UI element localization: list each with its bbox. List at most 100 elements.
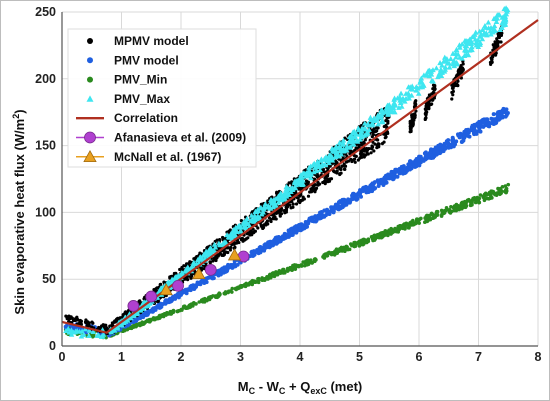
mpmv-point <box>299 193 303 197</box>
pmv-min-point <box>431 216 435 220</box>
mpmv-point <box>262 223 266 227</box>
pmv-min-point <box>470 200 474 204</box>
mpmv-point <box>424 116 428 120</box>
y-tick-label: 50 <box>42 272 56 286</box>
mpmv-point <box>287 181 291 185</box>
mpmv-point <box>278 214 282 218</box>
pmv-model-point <box>429 147 434 152</box>
mpmv-point <box>357 143 361 147</box>
mpmv-point <box>285 203 289 207</box>
pmv-model-point <box>217 268 222 273</box>
pmv-model-point <box>476 125 481 130</box>
mpmv-point <box>370 135 374 139</box>
mpmv-point <box>217 252 221 257</box>
pmv-model-point <box>340 200 345 205</box>
pmv-min-point <box>477 196 482 201</box>
pmv-model-point <box>443 146 448 151</box>
mpmv-point <box>335 169 339 173</box>
pmv-model-point <box>230 263 235 268</box>
x-tick-label: 2 <box>178 350 185 364</box>
pmv-model-point <box>483 117 488 122</box>
pmv-min-point <box>506 182 511 187</box>
pmv-model-point <box>465 133 470 138</box>
mpmv-point <box>218 238 222 242</box>
pmv-model-point <box>457 135 462 140</box>
pmv-model-point <box>361 189 366 194</box>
pmv-model-point <box>294 230 299 235</box>
pmv-min-point <box>360 239 365 244</box>
pmv-model-point <box>505 111 510 116</box>
mpmv-point <box>450 97 454 101</box>
mpmv-point <box>154 287 158 291</box>
mpmv-point <box>414 99 418 103</box>
pmv-model-point <box>472 126 477 131</box>
x-tick-label: 0 <box>59 350 66 364</box>
pmv-min-point <box>170 310 175 314</box>
pmv-min-point <box>400 225 405 230</box>
pmv-min-point <box>487 190 492 195</box>
pmv-max-point <box>472 29 479 35</box>
y-tick-label: 0 <box>49 339 56 353</box>
pmv-min-point <box>230 286 235 291</box>
pmv-min-point <box>459 206 464 211</box>
pmv-min-point <box>376 235 380 240</box>
mpmv-point <box>383 136 387 140</box>
pmv-min-point <box>393 226 397 231</box>
pmv-max-point <box>433 65 440 71</box>
pmv-model-point <box>460 139 465 144</box>
pmv-model-point <box>189 284 194 289</box>
pmv-model-point <box>376 183 381 188</box>
mpmv-point <box>359 149 363 153</box>
mpmv-point <box>372 149 376 153</box>
pmv-model-point <box>408 159 413 164</box>
mpmv-point <box>236 240 240 244</box>
pmv-min-point <box>429 211 434 216</box>
mpmv-point <box>224 250 228 254</box>
pmv-model-point <box>168 298 173 303</box>
pmv-model-point <box>414 164 419 169</box>
pmv-min-point <box>354 242 358 246</box>
pmv-model-point <box>376 181 381 186</box>
mpmv-point <box>158 283 162 287</box>
pmv-model-point <box>150 309 155 314</box>
pmv-min-point <box>448 210 453 214</box>
mpmv-point <box>227 229 231 233</box>
mpmv-point <box>232 246 236 250</box>
mpmv-point <box>321 180 325 185</box>
pmv-min-point <box>471 196 475 201</box>
mpmv-point <box>189 274 194 278</box>
pmv-min-point <box>417 220 421 225</box>
pmv-model-point <box>422 151 427 156</box>
pmv-model-point <box>347 199 352 204</box>
pmv-min-point <box>290 266 295 271</box>
mpmv-point <box>362 140 366 144</box>
pmv-min-point <box>188 304 193 309</box>
legend-label: McNall et al. (1967) <box>114 150 221 164</box>
pmv-model-point <box>276 235 281 240</box>
mpmv-point <box>69 315 73 319</box>
pmv-model-point <box>186 287 191 292</box>
pmv-min-point <box>275 272 279 277</box>
pmv-min-point <box>387 228 391 232</box>
pmv-model-point <box>383 178 388 183</box>
pmv-min-point <box>123 327 128 332</box>
pmv-min-point <box>296 264 301 269</box>
pmv-model-point <box>367 187 372 192</box>
mpmv-point <box>272 213 276 217</box>
mpmv-point <box>376 138 380 142</box>
mpmv-point <box>329 177 334 181</box>
pmv-min-point <box>442 208 447 213</box>
mpmv-point <box>339 167 343 171</box>
mpmv-point <box>499 40 503 44</box>
x-tick-label: 7 <box>475 350 482 364</box>
pmv-min-point <box>396 230 401 234</box>
pmv-model-point <box>144 312 149 317</box>
pmv-min-point <box>361 242 365 247</box>
mpmv-point <box>490 60 494 65</box>
pmv-min-point <box>140 320 145 324</box>
pmv-model-point <box>173 295 178 300</box>
mpmv-point <box>310 189 314 193</box>
pmv-model-point <box>310 218 315 223</box>
pmv-model-point <box>251 252 256 257</box>
